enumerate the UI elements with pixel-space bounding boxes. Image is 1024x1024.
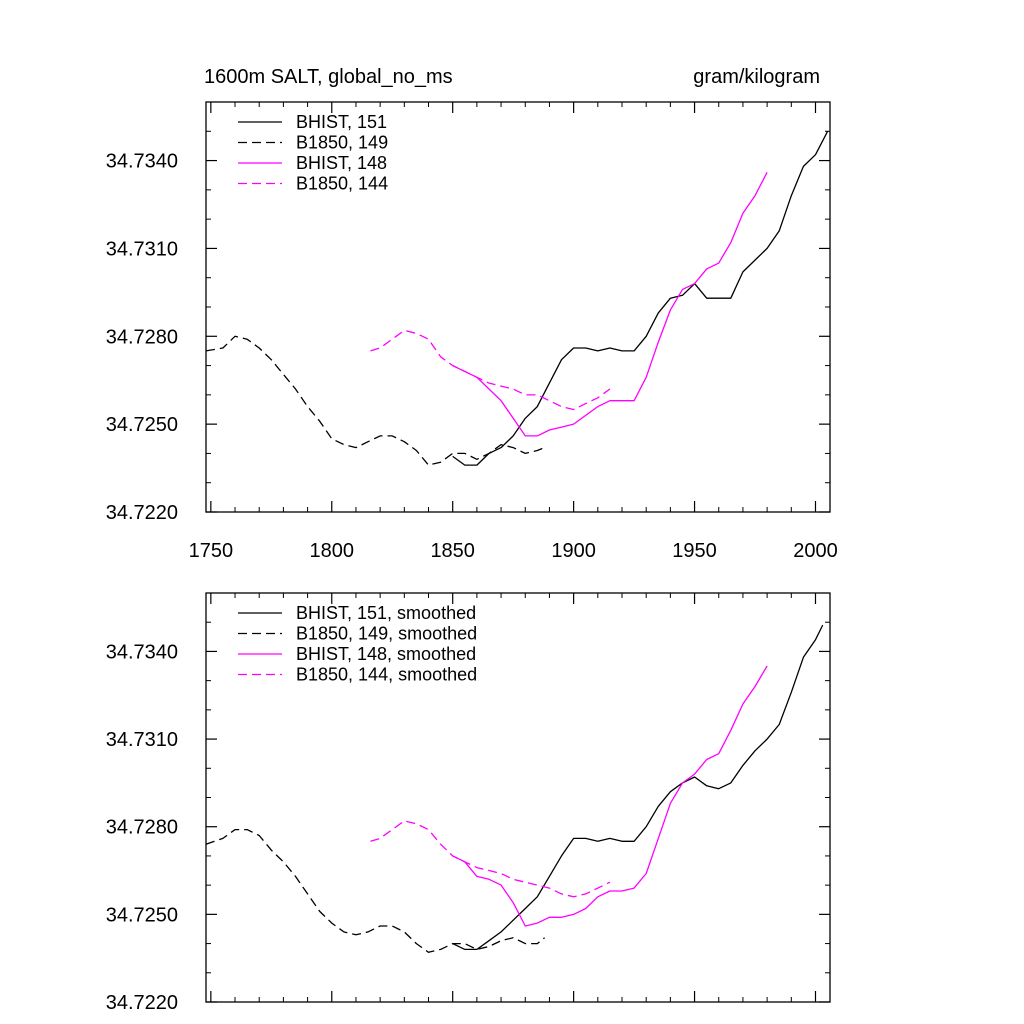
y-tick-label: 34.7280 [106,326,178,348]
series-line-4 [370,329,611,411]
y-tick-label: 34.7220 [106,992,178,1014]
y-tick-label: 34.7250 [106,414,178,436]
y-tick-label: 34.7340 [106,151,178,173]
y-tick-label: 34.7220 [106,502,178,524]
x-tick-label: 1950 [672,540,717,562]
legend-entry: BHIST, 151, smoothed [296,603,476,623]
legend-entry: B1850, 149 [296,133,388,153]
y-tick-label: 34.7280 [106,817,178,839]
x-tick-label: 1800 [310,540,355,562]
y-tick-label: 34.7310 [106,238,178,260]
x-tick-label: 1750 [189,540,234,562]
panel-2: 34.7220 34.7250 34.7280 34.7310 34.7340 BHIST… [106,592,831,1014]
legend-entry: B1850, 149, smoothed [296,624,477,644]
legend-entry: B1850, 144 [296,174,388,194]
legend-entry: B1850, 144, smoothed [296,665,477,685]
chart-title: 1600m SALT, global_no_ms [204,66,453,88]
legend-entry: BHIST, 148 [296,153,387,173]
series-line-3 [452,172,768,437]
series-line-3 [452,665,768,927]
y-tick-label: 34.7340 [106,641,178,663]
y-tick-label: 34.7310 [106,729,178,751]
series-line-2 [206,828,546,953]
series-line-4 [370,820,611,898]
legend-entry: BHIST, 148, smoothed [296,644,476,664]
legend-entry: BHIST, 151 [296,112,387,132]
series-line-2 [206,335,545,466]
y-tick-label: 34.7250 [106,904,178,926]
panel-1: 1750 1800 1850 1900 1950 2000 34.7220 34.7250 34… [106,66,838,562]
series-line-1 [452,131,829,466]
units-label: gram/kilogram [693,66,820,88]
series-line-1 [452,624,824,951]
x-tick-label: 1900 [551,540,596,562]
x-tick-label: 2000 [793,540,838,562]
x-tick-label: 1850 [430,540,475,562]
